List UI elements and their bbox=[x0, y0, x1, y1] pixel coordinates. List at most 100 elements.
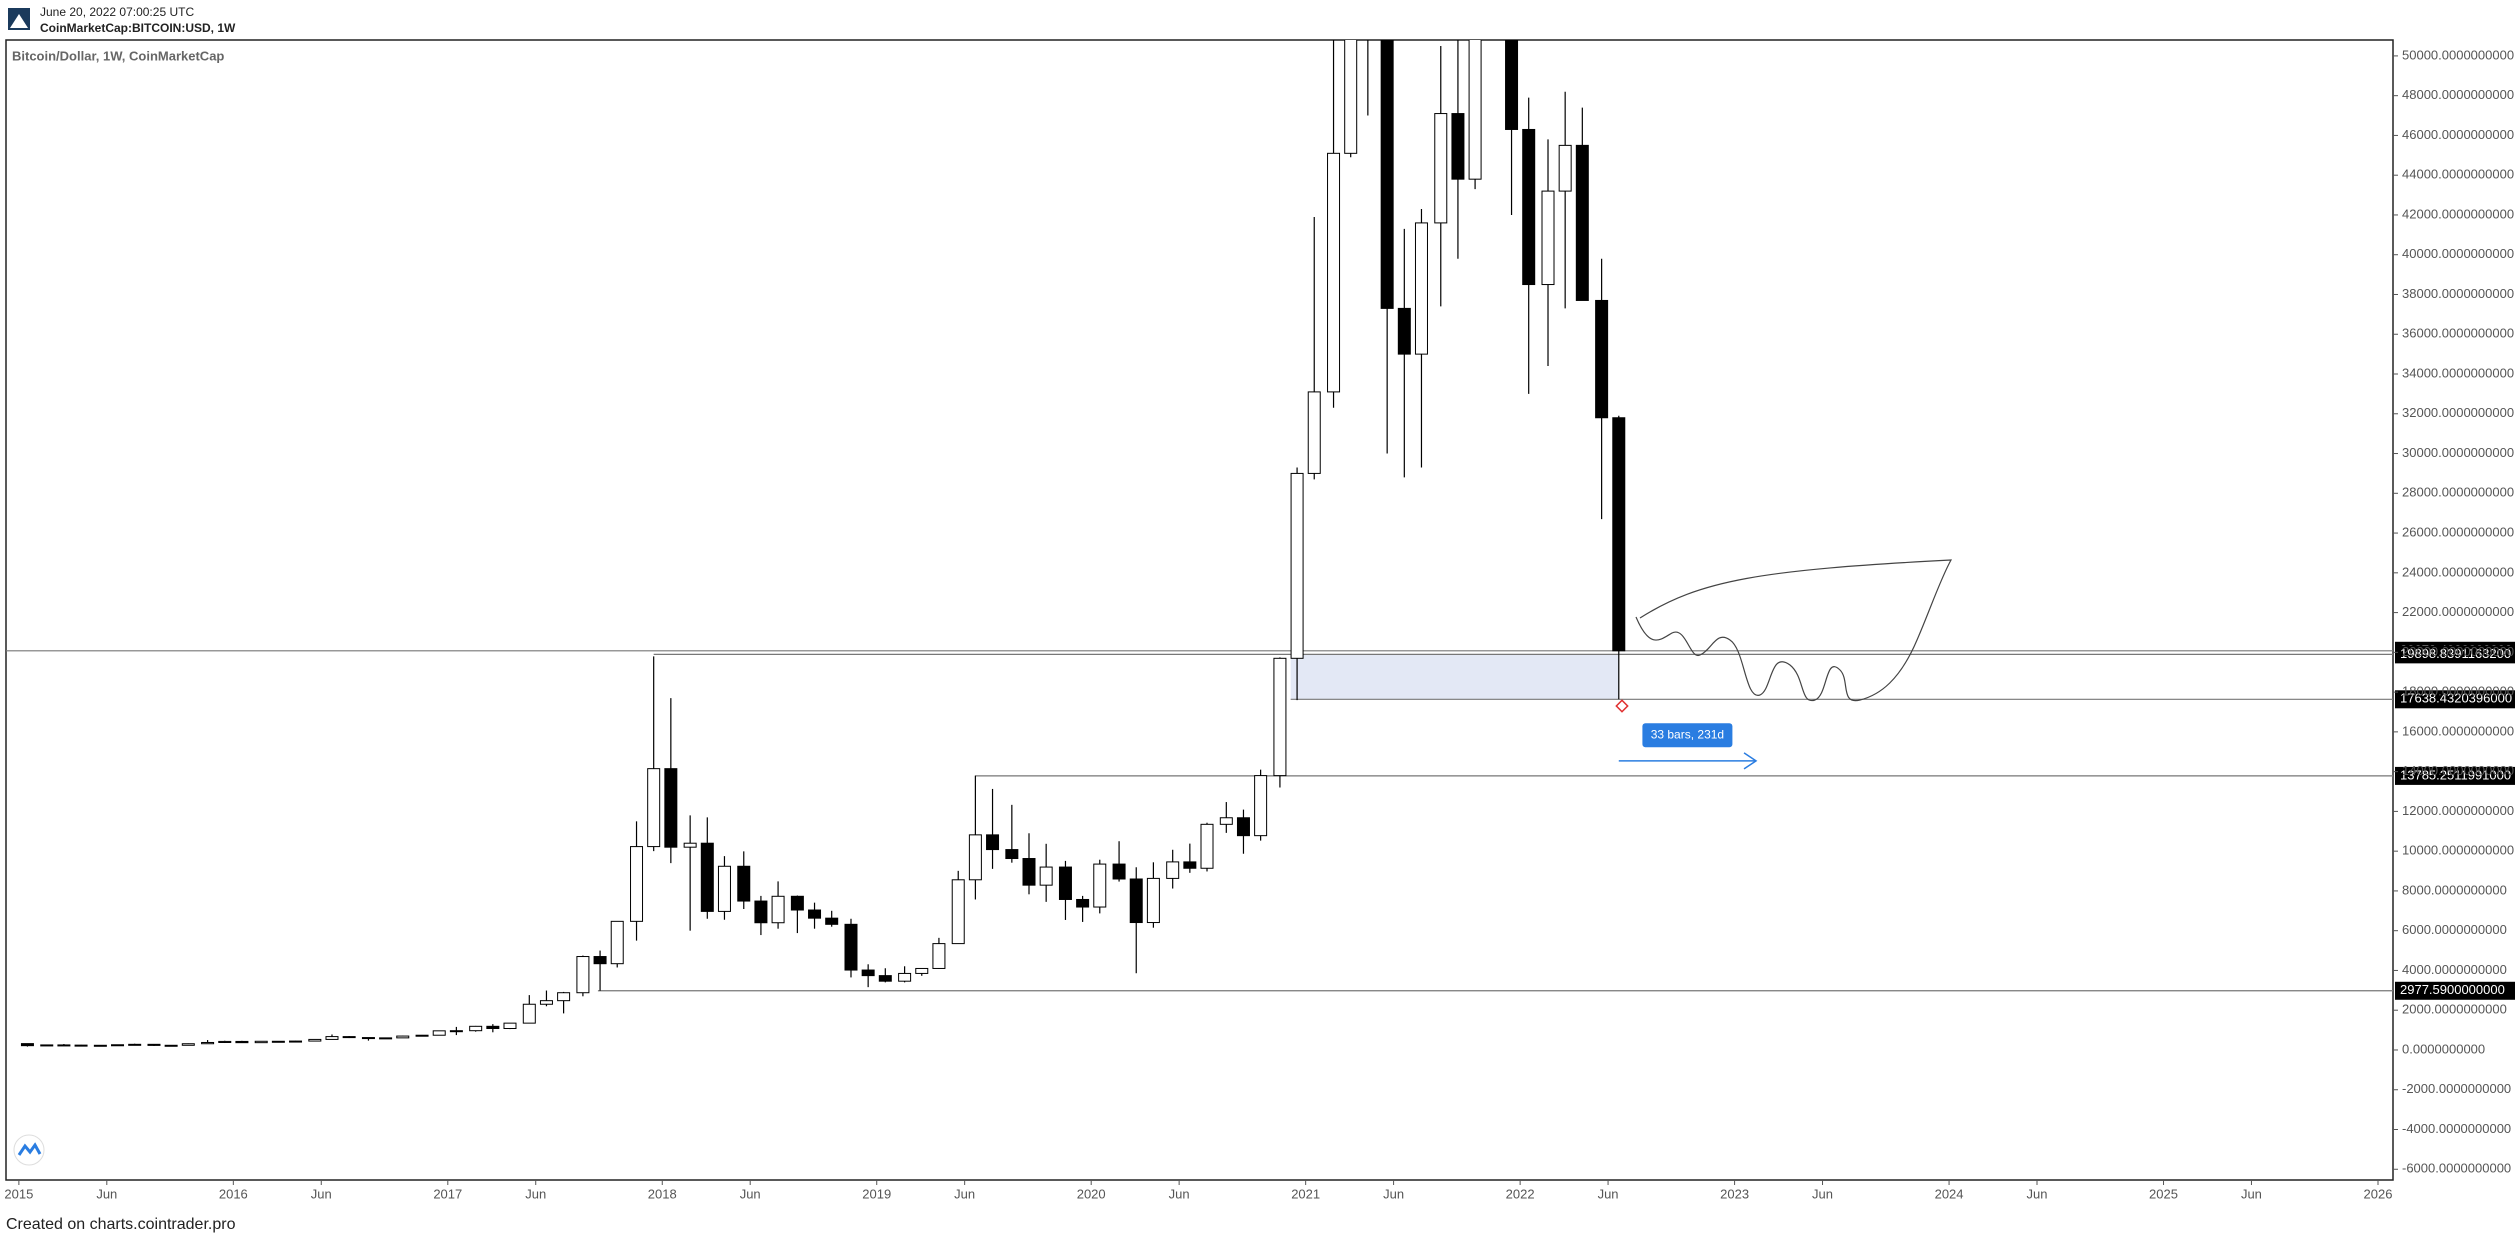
candle-body bbox=[557, 992, 571, 1002]
price-badge bbox=[2395, 690, 2515, 709]
candle-body bbox=[93, 1044, 107, 1047]
candle-body bbox=[539, 1000, 553, 1005]
y-tick-label: 26000.0000000000 bbox=[2402, 524, 2514, 539]
y-tick-label: 28000.0000000000 bbox=[2402, 485, 2514, 500]
x-tick-label: Jun bbox=[1812, 1186, 1833, 1201]
y-tick-label: 2000.0000000000 bbox=[2402, 1002, 2507, 1017]
x-tick-label: Jun bbox=[2027, 1186, 2048, 1201]
symbol: CoinMarketCap:BITCOIN:USD, 1W bbox=[40, 21, 236, 35]
candle-body bbox=[790, 895, 804, 911]
candle-body bbox=[1022, 858, 1036, 886]
candle-body bbox=[164, 1044, 178, 1047]
candle-body bbox=[469, 1025, 483, 1032]
candle-body bbox=[1468, 40, 1482, 180]
candle-body bbox=[664, 768, 678, 848]
y-tick-label: 8000.0000000000 bbox=[2402, 882, 2507, 897]
candle-body bbox=[647, 768, 661, 848]
candle-body bbox=[1166, 861, 1180, 879]
x-tick-label: 2026 bbox=[2364, 1186, 2393, 1201]
candle-body bbox=[1183, 861, 1197, 869]
price-badge-label: 13785.2511991000 bbox=[2400, 767, 2511, 782]
candle-body bbox=[522, 1003, 536, 1024]
candle-body bbox=[683, 842, 697, 848]
candle-body bbox=[271, 1040, 285, 1043]
x-tick-label: Jun bbox=[2241, 1186, 2262, 1201]
y-tick-label: -6000.0000000000 bbox=[2402, 1161, 2511, 1176]
candle-body bbox=[415, 1034, 429, 1037]
footer: Created on charts.cointrader.pro bbox=[6, 1216, 236, 1233]
candle-body bbox=[432, 1030, 446, 1036]
candle-body bbox=[1058, 866, 1072, 900]
marker bbox=[1615, 699, 1629, 713]
plot-frame bbox=[5, 39, 2394, 1181]
candle-body bbox=[1146, 877, 1160, 924]
candle-body bbox=[20, 1043, 34, 1047]
x-tick-label: 2018 bbox=[648, 1186, 677, 1201]
candle-body bbox=[1434, 113, 1448, 224]
candle-body bbox=[844, 923, 858, 971]
candle-body bbox=[254, 1040, 268, 1044]
candle-body bbox=[361, 1037, 375, 1040]
candle-body bbox=[1397, 307, 1411, 355]
candle-body bbox=[1290, 472, 1304, 659]
candle-body bbox=[754, 900, 768, 924]
candle-body bbox=[1575, 144, 1589, 301]
x-tick-label: 2025 bbox=[2149, 1186, 2178, 1201]
zone bbox=[1290, 654, 1619, 700]
y-tick-label: 38000.0000000000 bbox=[2402, 286, 2514, 301]
y-tick-label: 48000.0000000000 bbox=[2402, 87, 2514, 102]
y-tick-label: 32000.0000000000 bbox=[2402, 405, 2514, 420]
candle-body bbox=[1236, 817, 1250, 837]
y-tick-label: 6000.0000000000 bbox=[2402, 922, 2507, 937]
candle-body bbox=[593, 956, 607, 965]
candle-body bbox=[40, 1044, 54, 1047]
x-tick-label: 2020 bbox=[1077, 1186, 1106, 1201]
candle-body bbox=[915, 967, 929, 974]
candle-body bbox=[986, 834, 1000, 851]
candle-body bbox=[610, 920, 624, 965]
x-tick-label: Jun bbox=[954, 1186, 975, 1201]
candle-body bbox=[1380, 40, 1394, 309]
candle-body bbox=[342, 1036, 356, 1039]
candle-body bbox=[878, 975, 892, 982]
candle-body bbox=[898, 972, 912, 982]
candle-body bbox=[1112, 863, 1126, 880]
candle-body bbox=[503, 1022, 517, 1030]
candle-body bbox=[951, 879, 965, 945]
candle-body bbox=[1005, 849, 1019, 860]
y-tick-label: 16000.0000000000 bbox=[2402, 723, 2514, 738]
x-tick-label: Jun bbox=[96, 1186, 117, 1201]
candle-body bbox=[1093, 863, 1107, 908]
x-tick-label: 2022 bbox=[1506, 1186, 1535, 1201]
candle-body bbox=[396, 1035, 410, 1039]
plot-area bbox=[6, 40, 2393, 1047]
candle-body bbox=[808, 909, 822, 919]
y-tick-label: 36000.0000000000 bbox=[2402, 326, 2514, 341]
price-badge bbox=[2395, 981, 2515, 1000]
candle-body bbox=[825, 917, 839, 925]
candle-body bbox=[1541, 190, 1555, 286]
candle-body bbox=[861, 969, 875, 977]
candle-body bbox=[630, 846, 644, 922]
x-tick-label: 2015 bbox=[4, 1186, 33, 1201]
y-tick-label: 18000.0000000000 bbox=[2402, 684, 2514, 699]
y-tick-label: 42000.0000000000 bbox=[2402, 206, 2514, 221]
candle-body bbox=[1219, 817, 1233, 825]
y-tick-label: 34000.0000000000 bbox=[2402, 365, 2514, 380]
candle-body bbox=[968, 834, 982, 881]
x-tick-label: 2019 bbox=[862, 1186, 891, 1201]
candle-body bbox=[1327, 152, 1341, 393]
candle-body bbox=[1200, 823, 1214, 869]
candle-body bbox=[128, 1043, 142, 1046]
y-tick-label: 0.0000000000 bbox=[2402, 1041, 2485, 1056]
y-tick-label: 30000.0000000000 bbox=[2402, 445, 2514, 460]
measure-label: 33 bars, 231d bbox=[1651, 727, 1724, 741]
y-tick-label: 12000.0000000000 bbox=[2402, 803, 2514, 818]
candle-body bbox=[700, 842, 714, 912]
candle-body bbox=[181, 1043, 195, 1046]
y-tick-label: 50000.0000000000 bbox=[2402, 47, 2514, 62]
candle-body bbox=[379, 1037, 393, 1040]
price-badge bbox=[2395, 645, 2515, 664]
